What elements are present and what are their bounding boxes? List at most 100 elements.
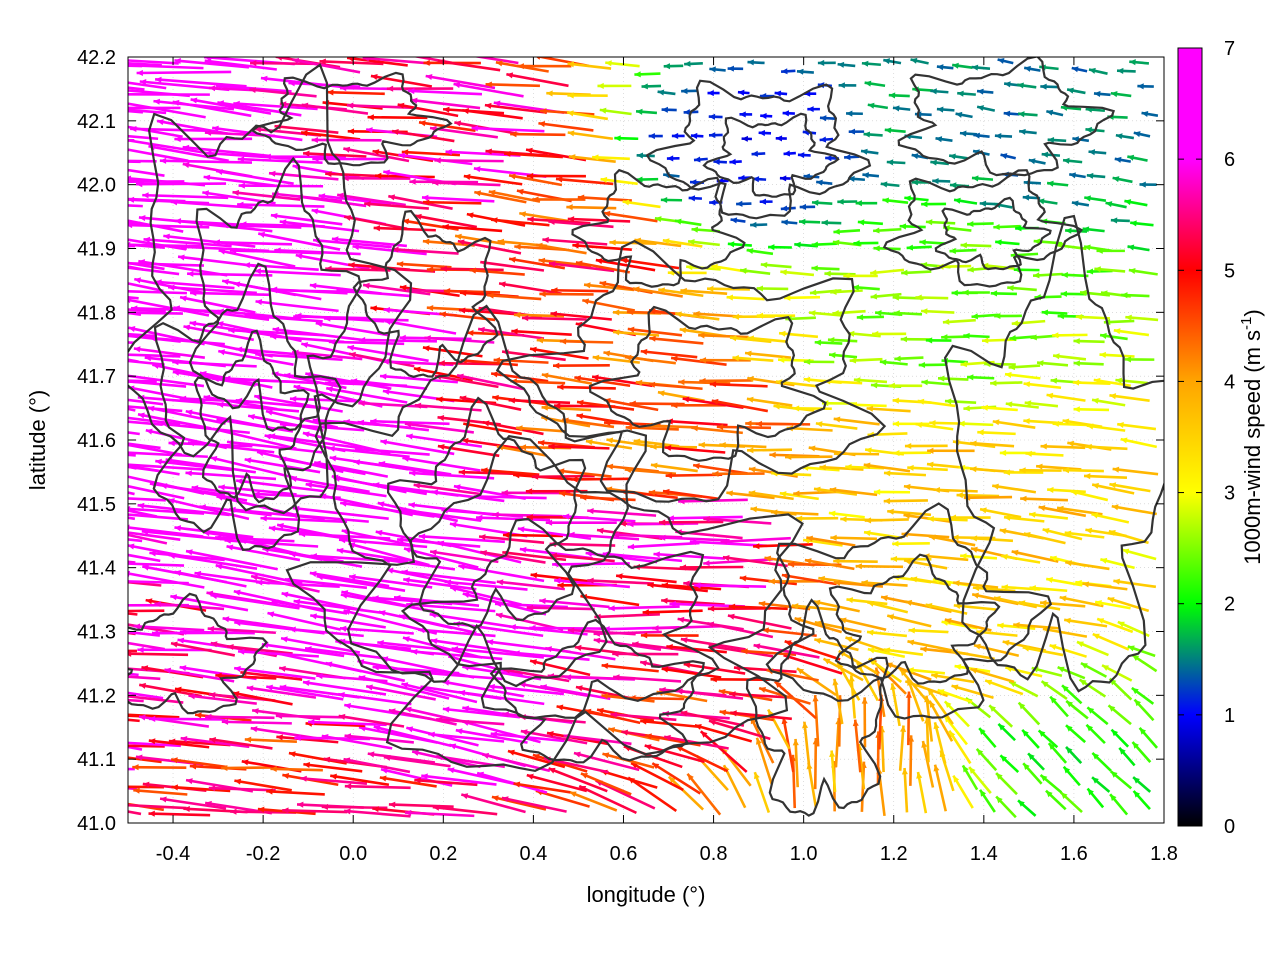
wind-vector	[270, 212, 343, 226]
wind-vector	[1128, 267, 1158, 276]
wind-vector	[760, 112, 773, 120]
wind-vector	[128, 756, 162, 764]
colorbar-tick-label: 5	[1224, 260, 1235, 282]
wind-vector	[806, 535, 856, 547]
wind-vector	[552, 362, 610, 369]
wind-vector	[707, 285, 750, 292]
wind-vector	[746, 396, 793, 407]
wind-vector	[1096, 247, 1125, 254]
wind-vector	[880, 181, 900, 188]
wind-vector	[867, 647, 906, 658]
wind-vector	[1088, 67, 1108, 75]
wind-vector	[362, 282, 431, 296]
wind-vector	[461, 437, 523, 451]
wind-vector	[739, 111, 753, 118]
wind-vector	[232, 189, 301, 201]
wind-vector	[707, 621, 774, 639]
wind-vector	[1059, 595, 1104, 608]
wind-vector	[1113, 328, 1150, 337]
wind-vector	[886, 614, 932, 628]
wind-vector	[796, 667, 837, 697]
wind-vector	[545, 646, 616, 661]
wind-vector	[1132, 776, 1152, 793]
wind-vector	[237, 201, 325, 208]
wind-vector	[272, 326, 366, 342]
wind-vector	[977, 429, 1016, 436]
wind-vector	[548, 218, 614, 229]
wind-vector	[815, 421, 858, 430]
wind-vector	[347, 344, 429, 363]
wind-vector	[693, 156, 708, 163]
wind-vector	[832, 309, 866, 317]
wind-vector	[852, 719, 862, 773]
wind-vector	[709, 66, 726, 73]
wind-vector	[128, 509, 158, 518]
wind-vector	[610, 711, 677, 722]
wind-vector	[550, 310, 612, 321]
wind-vector	[300, 775, 368, 785]
wind-vector	[1107, 704, 1132, 726]
wind-vector	[132, 764, 187, 771]
wind-vector	[143, 236, 232, 248]
wind-vector	[680, 710, 745, 727]
wind-vector	[414, 777, 478, 787]
wind-vector	[367, 751, 436, 764]
wind-vector	[128, 744, 165, 748]
wind-vector	[971, 175, 994, 182]
wind-vector	[174, 57, 250, 69]
wind-vector	[828, 510, 865, 519]
wind-vector	[128, 353, 181, 358]
wind-vector	[837, 61, 856, 68]
wind-vector	[899, 668, 931, 705]
wind-vector	[1039, 600, 1086, 608]
wind-vector	[625, 424, 679, 431]
wind-vector	[936, 106, 955, 113]
wind-vector	[1086, 787, 1105, 809]
wind-vector	[1131, 741, 1152, 763]
wind-vector	[172, 99, 252, 118]
wind-vector	[1088, 149, 1107, 156]
wind-vector	[1116, 67, 1136, 74]
wind-vector	[1094, 266, 1126, 273]
y-tick-label: 41.9	[77, 239, 116, 261]
wind-vector	[266, 788, 325, 796]
wind-vector	[526, 604, 595, 611]
wind-vector	[1086, 706, 1109, 726]
wind-vector	[432, 179, 501, 187]
wind-vector	[128, 81, 167, 90]
wind-vector	[575, 260, 630, 274]
wind-vector	[430, 638, 518, 655]
wind-vector	[128, 562, 185, 567]
wind-vector	[992, 483, 1037, 494]
wind-vector	[492, 511, 563, 518]
wind-vector	[848, 128, 865, 135]
y-tick-label: 42.0	[77, 175, 116, 197]
wind-vector	[958, 420, 994, 427]
wind-vector	[1110, 217, 1130, 224]
contour-line	[285, 435, 804, 773]
wind-vector	[437, 444, 500, 458]
wind-vector	[727, 613, 792, 630]
wind-vector	[539, 684, 611, 701]
wind-vector	[904, 680, 949, 698]
wind-vector	[1062, 765, 1081, 787]
wind-vector	[729, 691, 792, 699]
wind-vector	[1107, 596, 1150, 613]
wind-vector	[510, 131, 566, 138]
wind-vector	[752, 176, 767, 183]
wind-vector	[768, 244, 792, 251]
wind-vector	[475, 514, 551, 522]
wind-vector	[671, 402, 726, 409]
wind-vector	[434, 157, 504, 164]
wind-vector	[915, 421, 954, 431]
wind-vector	[378, 460, 452, 476]
wind-vector	[155, 458, 234, 472]
wind-vector	[280, 636, 361, 654]
wind-vector	[392, 246, 459, 255]
wind-vector	[808, 310, 843, 317]
wind-vector	[1020, 495, 1068, 502]
wind-vector	[266, 684, 344, 701]
wind-vector	[244, 736, 297, 744]
colorbar-gradient	[1177, 47, 1203, 827]
wind-vector	[1011, 549, 1059, 563]
